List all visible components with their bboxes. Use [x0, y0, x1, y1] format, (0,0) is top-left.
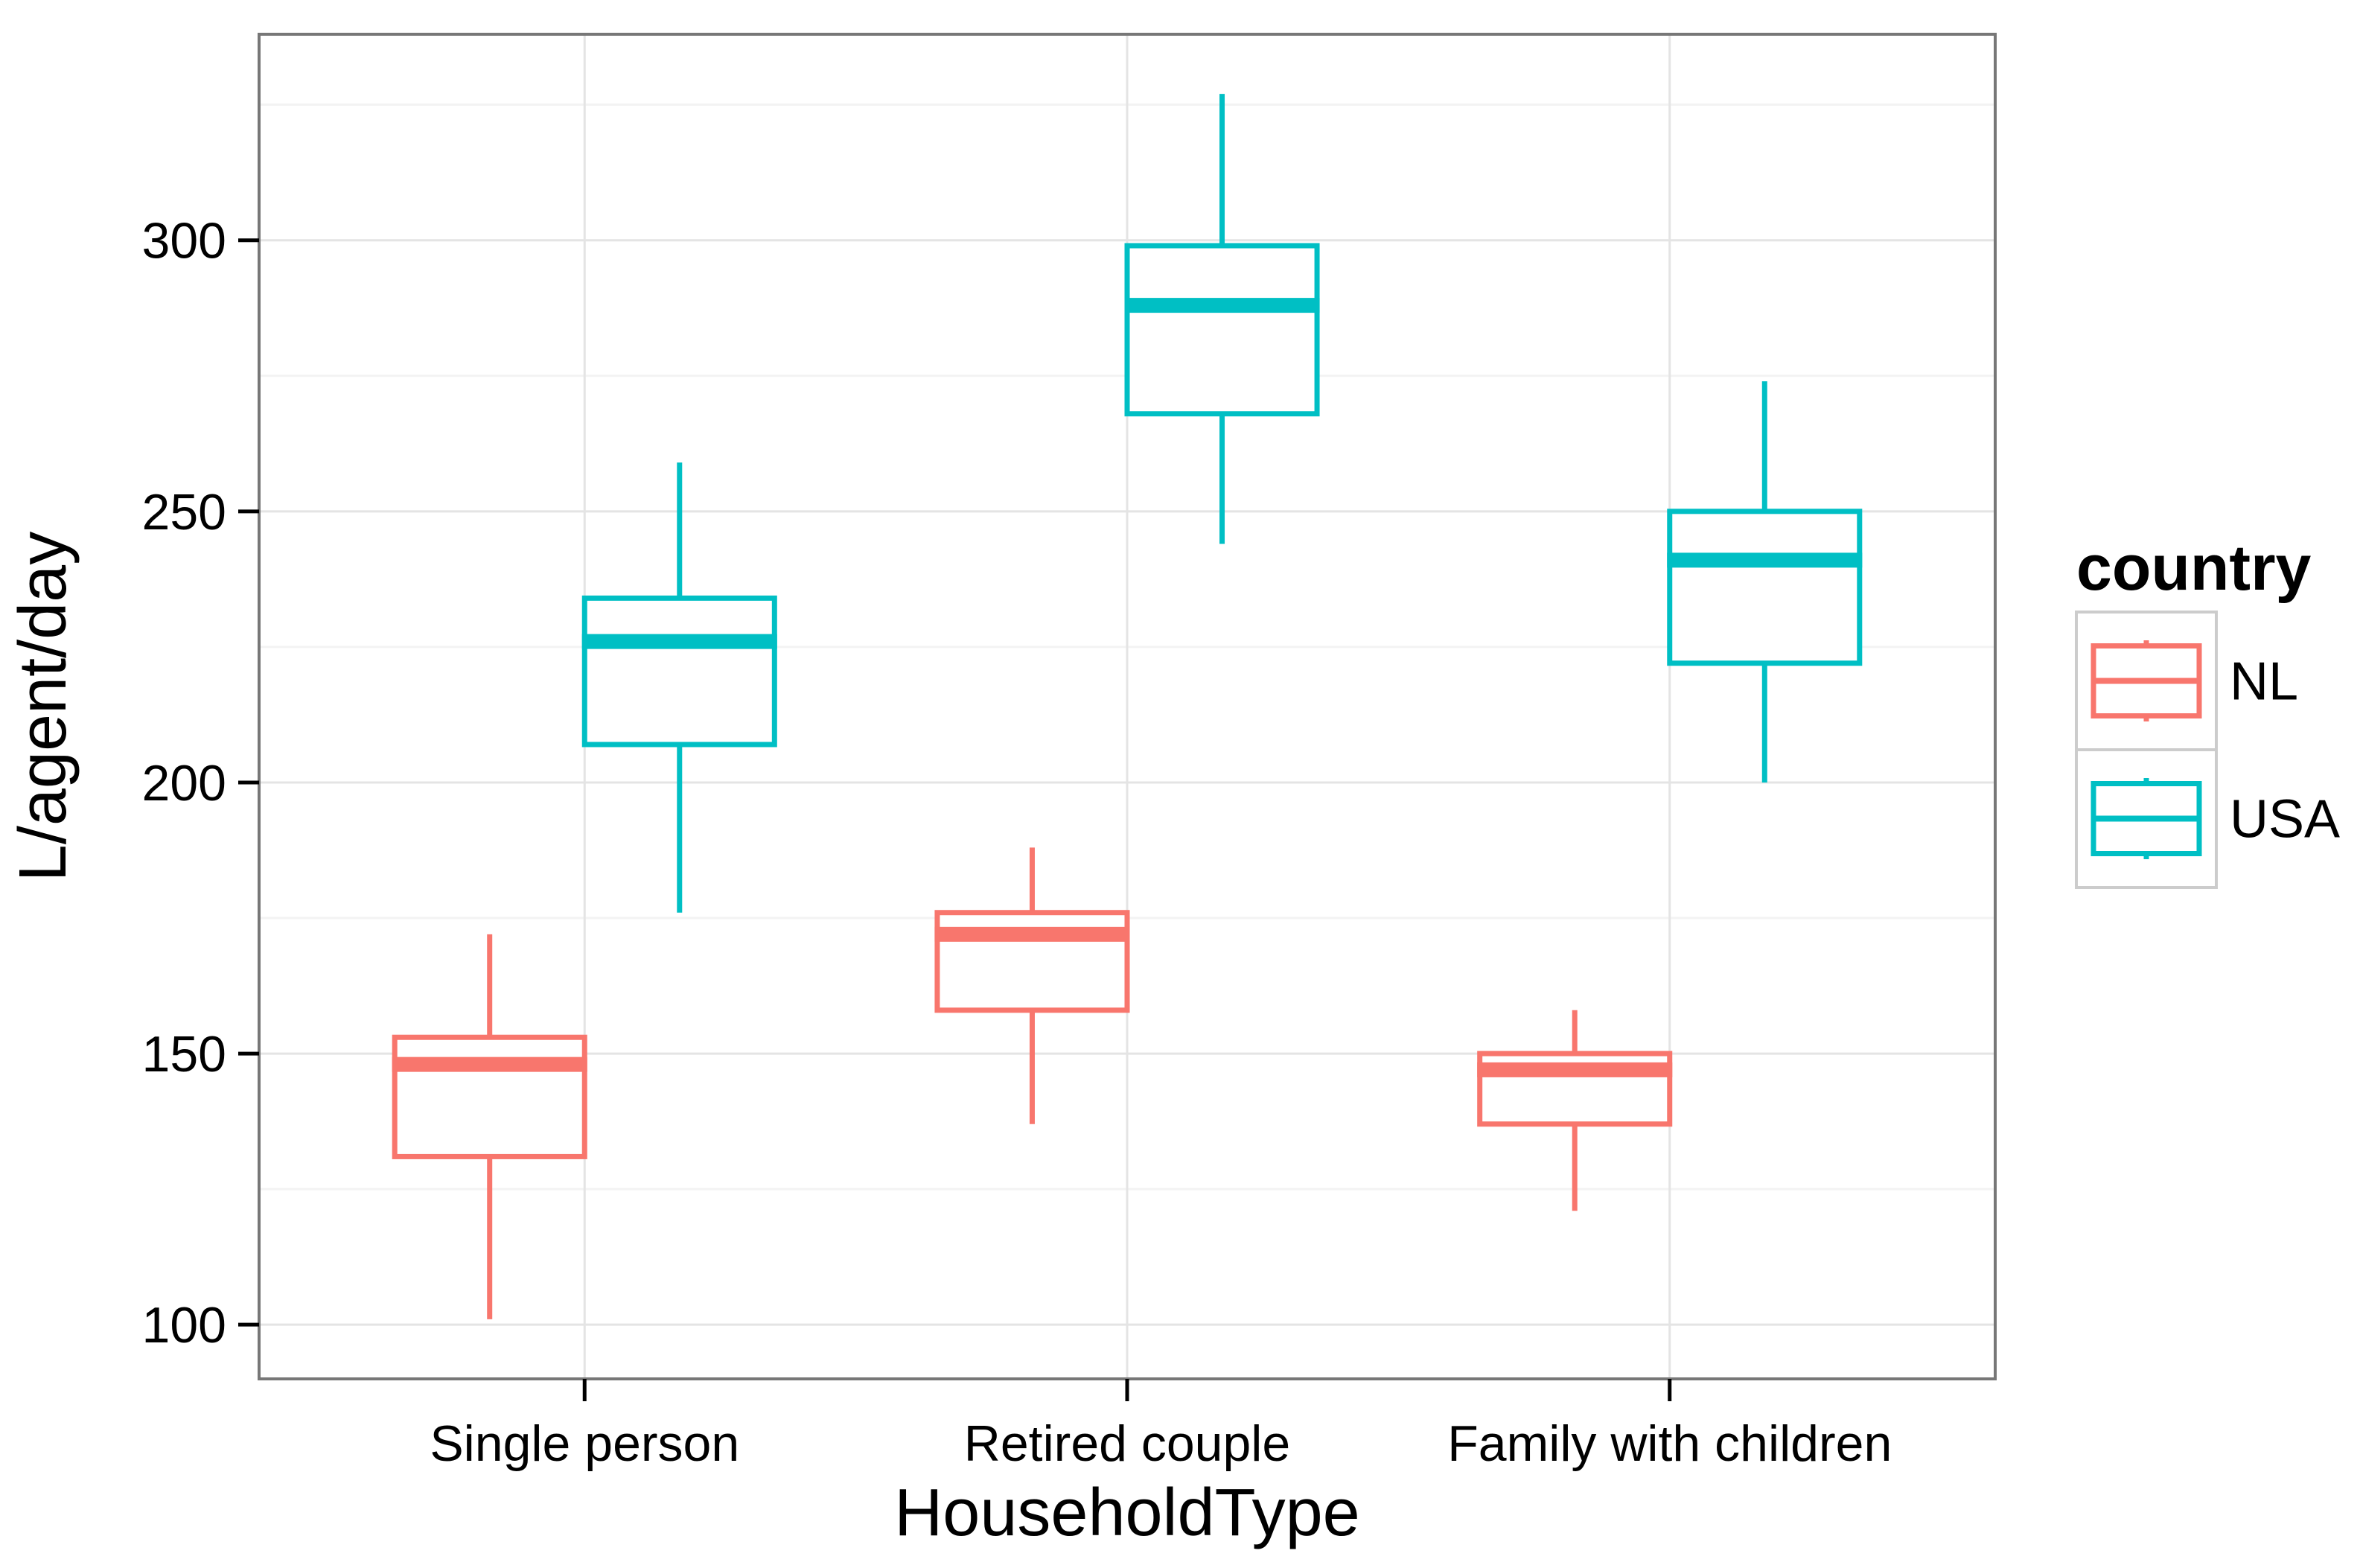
median-nl-family-with-children — [1477, 1062, 1673, 1077]
median-usa-single-person — [581, 634, 777, 649]
box-usa-family-with-children — [1667, 509, 1863, 666]
y-tick-label-300: 300 — [142, 213, 226, 270]
y-tick-label-100: 100 — [142, 1297, 226, 1354]
x-tick-label-retired-couple: Retired couple — [964, 1415, 1290, 1472]
x-axis-title: HouseholdType — [894, 1476, 1359, 1550]
legend-title: country — [2076, 532, 2312, 604]
box-usa-retired-couple — [1124, 243, 1320, 417]
median-usa-family-with-children — [1667, 552, 1863, 568]
median-usa-retired-couple — [1124, 298, 1320, 313]
x-tick-label-single-person: Single person — [430, 1415, 739, 1472]
x-tick-label-family-with-children: Family with children — [1447, 1415, 1892, 1472]
box-usa-single-person — [581, 595, 777, 748]
median-nl-single-person — [392, 1057, 587, 1072]
y-tick-label-200: 200 — [142, 755, 226, 812]
legend-label-usa: USA — [2230, 790, 2340, 850]
y-tick-label-250: 250 — [142, 484, 226, 541]
legend-label-nl: NL — [2230, 652, 2298, 712]
y-tick-label-150: 150 — [142, 1026, 226, 1083]
box-nl-single-person — [392, 1034, 587, 1159]
y-axis-title: L/agent/day — [6, 532, 80, 882]
median-nl-retired-couple — [934, 926, 1130, 942]
